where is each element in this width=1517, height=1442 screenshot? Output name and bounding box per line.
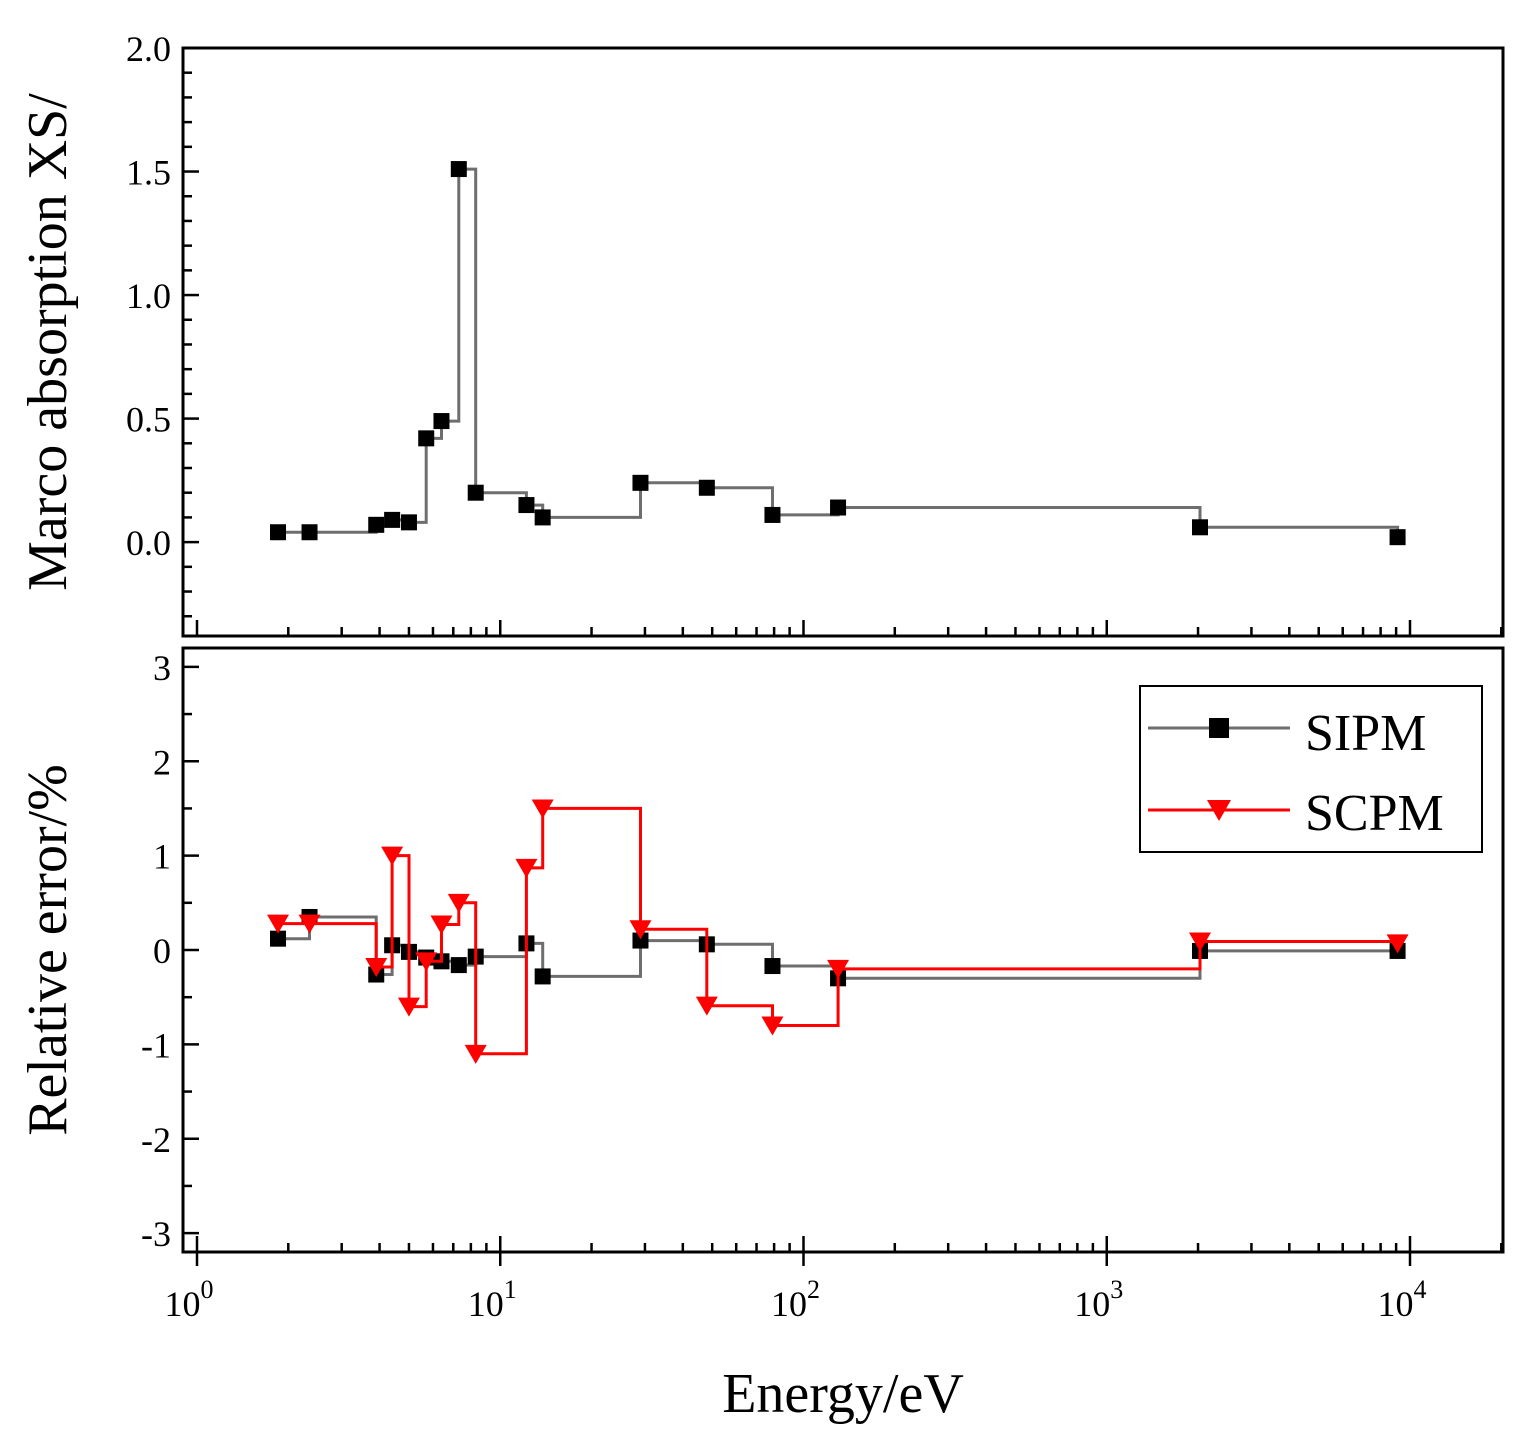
y-tick-label: 2.0 bbox=[126, 29, 171, 69]
top-panel: 0.0 0.5 1.0 1.5 2.0 Marco absorption XS/ bbox=[17, 29, 1505, 638]
marker-sipm bbox=[368, 516, 385, 533]
marker-sipm bbox=[518, 497, 535, 514]
marker-sipm bbox=[301, 524, 318, 541]
x-tick-label: 102 bbox=[771, 1275, 820, 1324]
marker-sipm bbox=[1191, 519, 1208, 536]
marker-sipm bbox=[433, 413, 450, 430]
marker-sipm bbox=[450, 161, 467, 178]
bottom-plot-area bbox=[267, 799, 1409, 1064]
x-tick-label: 101 bbox=[468, 1275, 517, 1324]
bottom-panel: -3 -2 -1 0 1 2 3 100 101 102 103 104 Relative error… bbox=[17, 646, 1505, 1425]
marker-scpm bbox=[365, 957, 388, 977]
marker-sipm bbox=[830, 499, 847, 516]
marker-scpm bbox=[761, 1016, 784, 1036]
marker-scpm bbox=[415, 952, 438, 972]
y-tick-label: -3 bbox=[141, 1214, 171, 1254]
x-tick-label: 103 bbox=[1074, 1275, 1123, 1324]
marker-sipm bbox=[467, 484, 484, 501]
y-tick-label: 0.5 bbox=[126, 400, 171, 440]
marker-sipm bbox=[632, 474, 649, 491]
top-plot-area bbox=[270, 161, 1406, 546]
marker-scpm bbox=[629, 920, 652, 940]
legend-marker-sipm bbox=[1209, 718, 1229, 738]
legend: SIPM SCPM bbox=[1139, 685, 1483, 853]
y-tick-label: 3 bbox=[153, 648, 171, 688]
y-tick-label: 0.0 bbox=[126, 523, 171, 563]
marker-sipm bbox=[270, 524, 287, 541]
top-plot-frame bbox=[181, 46, 1505, 638]
y-tick-label: 2 bbox=[153, 742, 171, 782]
y-tick-label: -1 bbox=[141, 1025, 171, 1065]
y-tick-label: 1 bbox=[153, 837, 171, 877]
x-axis-label: Energy/eV bbox=[722, 1363, 964, 1425]
marker-scpm bbox=[515, 858, 538, 878]
marker-scpm bbox=[464, 1044, 487, 1064]
marker-sipm bbox=[764, 958, 781, 975]
marker-sipm bbox=[384, 511, 401, 528]
marker-scpm bbox=[827, 959, 850, 979]
top-axis-ticks: 0.0 0.5 1.0 1.5 2.0 bbox=[126, 29, 1503, 636]
bottom-y-axis-label: Relative error/% bbox=[17, 764, 79, 1136]
legend-label-scpm: SCPM bbox=[1305, 785, 1444, 842]
marker-scpm bbox=[1188, 932, 1211, 952]
bottom-plot-frame bbox=[181, 646, 1505, 1254]
marker-sipm bbox=[1389, 529, 1406, 546]
marker-scpm bbox=[695, 996, 718, 1016]
marker-sipm bbox=[450, 957, 467, 974]
y-tick-label: 1.0 bbox=[126, 276, 171, 316]
marker-sipm bbox=[418, 430, 435, 447]
marker-scpm bbox=[298, 914, 321, 934]
marker-sipm bbox=[632, 932, 649, 949]
series-line-sipm bbox=[278, 167, 1400, 538]
legend-marker-scpm bbox=[1207, 800, 1231, 821]
marker-scpm bbox=[397, 997, 420, 1017]
marker-scpm bbox=[1386, 934, 1409, 954]
marker-scpm bbox=[381, 846, 404, 866]
legend-label-sipm: SIPM bbox=[1305, 705, 1426, 762]
marker-scpm bbox=[267, 914, 290, 934]
y-tick-label: -2 bbox=[141, 1120, 171, 1160]
marker-sipm bbox=[764, 506, 781, 523]
marker-sipm bbox=[534, 968, 551, 985]
bottom-axis-ticks: -3 -2 -1 0 1 2 3 100 101 102 103 104 bbox=[141, 648, 1503, 1324]
marker-sipm bbox=[270, 930, 287, 947]
marker-sipm bbox=[400, 514, 417, 531]
marker-sipm bbox=[534, 509, 551, 526]
marker-scpm bbox=[531, 799, 554, 819]
x-tick-label: 104 bbox=[1378, 1275, 1427, 1324]
y-tick-label: 1.5 bbox=[126, 153, 171, 193]
marker-scpm bbox=[430, 915, 453, 935]
y-tick-label: 0 bbox=[153, 931, 171, 971]
marker-sipm bbox=[698, 479, 715, 496]
legend-box bbox=[1139, 685, 1483, 853]
top-y-axis-label: Marco absorption XS/ bbox=[17, 93, 79, 591]
x-tick-label: 100 bbox=[165, 1275, 214, 1324]
marker-scpm bbox=[447, 893, 470, 913]
